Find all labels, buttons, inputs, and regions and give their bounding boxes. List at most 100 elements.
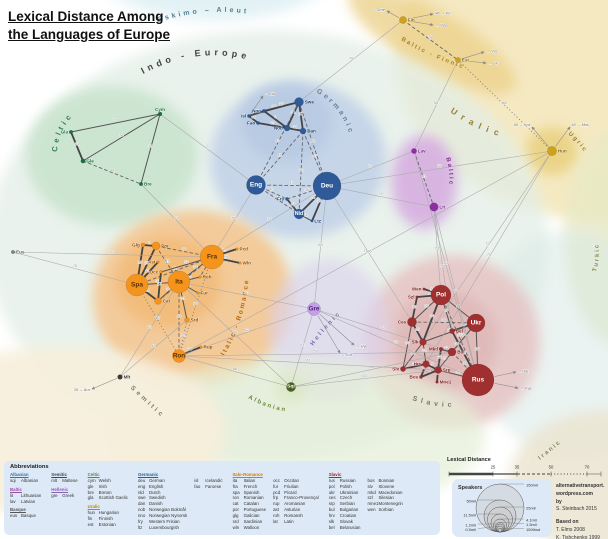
language-node-spa (125, 273, 149, 297)
edge-value-eng-swe: 49 (275, 139, 279, 143)
language-node-est (455, 57, 461, 63)
abbr-group-header-italo: Italo-Romance (232, 472, 263, 477)
speakers-legend: Speakers 150mil 50mil 25mil 11.5mil 4.1mil 1.5… (452, 479, 552, 537)
edge-value-pol-ces: 26 (424, 304, 428, 308)
language-node-por (151, 241, 161, 251)
edge-value-deu-lav: 79 (368, 164, 372, 168)
edge-value-nld-ltz: 31 (303, 213, 307, 217)
abbr-entry-deu: deu German (137, 478, 165, 483)
edge-value-pol-wen: 19 (430, 288, 434, 292)
edge-eus-fra (12, 251, 213, 258)
credit-ref-1: T. Elms 2008 (556, 526, 585, 533)
abbr-group-italo: Italo-Romance ita Italian fra French spa Spani… (233, 472, 319, 530)
language-label-gre: Gre (309, 306, 320, 313)
title-line-1: Lexical Distance Among (8, 9, 164, 24)
speakers-legend-title: Speakers (458, 485, 482, 491)
abbr-entry-fin: fin Finnish (87, 516, 113, 522)
abbr-group-hellenic: Hellenic gre Greek (51, 487, 77, 499)
edge-ces-ukr (411, 321, 477, 324)
edge-value-srp-bul: 27 (443, 357, 447, 361)
edge-value-ron-bul: 59 (313, 350, 317, 354)
language-label-hrv: Hrv (414, 362, 422, 367)
edge-value-cat-ita: 30 (166, 287, 170, 291)
language-label-fao: Fao (247, 121, 255, 126)
edge-value-fra-ron: 56 (193, 302, 197, 306)
edge-ron-srp (178, 355, 439, 371)
edge-value-bre-fra: 74 (174, 216, 178, 220)
language-node-pol (430, 284, 452, 306)
abbr-entry-swe: swe Swedish (137, 495, 166, 501)
edge-gre-ita (178, 281, 315, 310)
language-node-bre (138, 181, 143, 186)
edge-value-ukr-srp: 36 (455, 342, 459, 346)
language-label-roh: Roh (203, 275, 212, 280)
language-node-cat (154, 297, 162, 305)
abbr-entry-dan: dan Danish (137, 501, 163, 507)
abbr-entry-roh: roh Romansh (273, 512, 303, 518)
edge-value-bul-mkd: 11 (445, 346, 449, 350)
title-line-2: the Languages of Europe (8, 26, 171, 42)
language-label-srd: Srd (191, 318, 199, 323)
edge-value-wln-fra: 15 (224, 256, 228, 260)
speakers-label-1.2mil: 1.2mil (465, 523, 476, 528)
abbr-group-slavic: Slavic rus Russian pol Polish ukr Ukrainian ces… (329, 472, 403, 530)
abbr-entry-glg: glg Galician (232, 512, 260, 518)
abbr-group-semitic: Semitic mlt Maltese (51, 472, 77, 484)
external-arrow-label-isl-0: → Kal (264, 92, 274, 96)
edge-value-fin-est: 38 (428, 36, 432, 40)
abbr-entry-ron: ron Romanian (232, 495, 264, 501)
edge-value-pcd-fra: 13 (222, 249, 226, 253)
language-node-ast (156, 260, 160, 264)
abbr-entry-sqi: sqi Albanian (10, 478, 39, 483)
abbr-group-header-celtic: Celtic (87, 472, 100, 477)
language-node-ron (172, 349, 186, 363)
external-arrow-fin-3 (407, 20, 434, 27)
language-label-ast: Ast (148, 260, 156, 265)
external-arrow-label-gre-11: → Kur (341, 353, 352, 357)
abbr-entry-ast: ast Asturian (273, 507, 301, 513)
edge-value-mlt-ita: 63 (147, 325, 151, 329)
edge-slv-slk (402, 341, 424, 370)
language-node-fry (285, 197, 289, 201)
edge-value-eng-fry: 40 (269, 188, 273, 192)
language-label-cym: Cym (155, 107, 165, 112)
abbr-entry-rus: rus Russian (328, 478, 356, 483)
external-arrow-fin-1 (386, 10, 400, 18)
language-label-dan: Dan (307, 129, 316, 134)
edge-value-spa-ron: 57 (156, 316, 160, 320)
edge-eng-dan (255, 130, 304, 186)
edge-value-gla-cym: 33 (113, 119, 117, 123)
edge-lit-pol (433, 206, 442, 296)
edge-value-gre-bul: 57 (381, 326, 385, 330)
speakers-leader-0.5mil (477, 525, 501, 529)
external-arrow-rus-9 (494, 370, 517, 377)
external-arrow-hun-6 (531, 126, 549, 147)
abbr-entry-pol: pol Polish (328, 483, 352, 489)
edge-value-eng-fra: 56 (232, 217, 236, 221)
region-baltic (391, 135, 457, 229)
language-node-mne1 (435, 380, 439, 384)
family-label-turkic: Turkic (592, 242, 601, 272)
edge-value-gre-rus: 70 (394, 340, 398, 344)
speakers-leader-1.5mil (499, 522, 525, 524)
distance-scale-value-50: 50 (549, 465, 554, 470)
edge-value-deu-ltz: 16 (317, 199, 321, 203)
external-arrow-gre-12 (319, 313, 355, 346)
edge-hun-hrv (425, 150, 553, 365)
language-label-ita: Ita (175, 279, 183, 286)
abbr-subcolumn: gre Greek (51, 493, 74, 499)
external-arrow-fin-2 (407, 12, 434, 20)
language-label-fry: Fry (277, 197, 285, 202)
edge-value-hun-deu: 76 (437, 164, 441, 168)
language-label-por: Por (161, 244, 169, 249)
edge-sqi-ron (178, 355, 292, 388)
abbr-entry-fry: fry Western Frisian (137, 518, 180, 524)
abbr-column-1: Semitic mlt Maltese Hellenic gre Greek (51, 472, 77, 533)
abbr-subcolumn: sqi Albanian (10, 478, 38, 484)
abbr-entry-fur: fur Friulian (273, 483, 299, 489)
edge-value-gre-ron: 62 (244, 328, 248, 332)
abbr-subcolumn: eus Basque (10, 513, 36, 519)
language-node-dan (299, 127, 307, 135)
edge-value-srp-mkd: 21 (437, 355, 441, 359)
language-label-lav: Lav (418, 149, 426, 154)
